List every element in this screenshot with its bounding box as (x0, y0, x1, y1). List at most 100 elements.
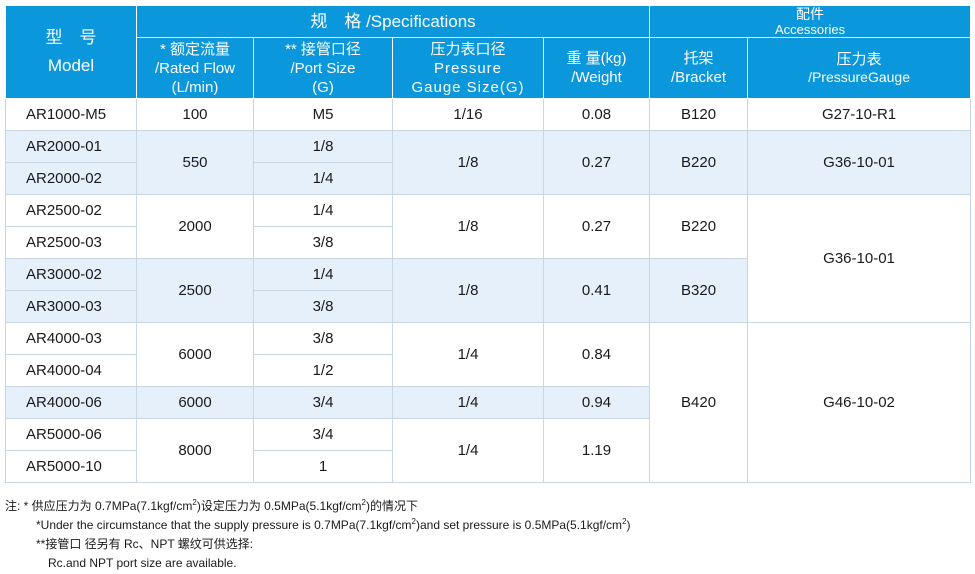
header-bracket-cn: 托架 (683, 50, 714, 67)
note1-cn-sup-b: 2 (361, 498, 366, 507)
port-cell: 3/4 (253, 386, 393, 419)
header-model-en: Model (47, 56, 95, 75)
weight-cell: 0.41 (542, 258, 651, 323)
note1-en-sup-a: 2 (411, 517, 416, 526)
header-port-size: ** 接管口径 /Port Size (G) (253, 37, 393, 99)
note1-cn-part-c: )的情况下 (366, 499, 418, 513)
header-weight: 重 量(kg) /Weight (542, 37, 651, 99)
weight-cell: 0.27 (542, 130, 651, 195)
weight-cell: 1.19 (542, 418, 651, 483)
bracket-cell: B220 (649, 194, 749, 259)
header-accessories: 配件 Accessories (649, 5, 972, 38)
model-cell: AR4000-03 (5, 322, 137, 355)
specifications-table: 型 号 Model 规 格 /Specifications 配件 Accesso… (5, 5, 972, 483)
gauge-size-cell: 1/8 (392, 130, 544, 195)
bracket-cell: B320 (649, 258, 749, 323)
gauge-size-cell: 1/4 (392, 322, 544, 387)
port-cell: 1 (253, 450, 393, 483)
header-bracket-en: /Bracket (671, 69, 727, 86)
pressure-gauge-cell: G27-10-R1 (747, 98, 972, 131)
gauge-size-cell: 1/4 (392, 418, 544, 483)
header-weight-cn: 重 量(kg) (566, 50, 627, 67)
pressure-gauge-cell: G46-10-02 (747, 322, 972, 483)
port-cell: 3/8 (253, 226, 393, 259)
flow-cell: 8000 (136, 418, 254, 483)
table-row: AR2500-02 2000 1/4 1/8 0.27 B220 G36-10-… (5, 194, 972, 323)
gauge-size-cell: 1/8 (392, 258, 544, 323)
header-model-cn: 型 号 (45, 28, 97, 47)
note1-en-part-b: )and set pressure is 0.5MPa(5.1kgf/cm (415, 518, 623, 532)
table-row: AR2000-01 550 1/8 1/8 0.27 B220 G36-10-0… (5, 130, 972, 195)
note-line-cn-1: 注: * 供应压力为 0.7MPa(7.1kgf/cm2)设定压力为 0.5MP… (5, 497, 970, 516)
note1-cn-sup-a: 2 (192, 498, 197, 507)
weight-cell: 0.27 (542, 194, 651, 259)
header-specifications: 规 格 /Specifications (135, 5, 651, 38)
model-cell: AR5000-10 (5, 450, 137, 483)
flow-cell: 100 (136, 98, 254, 131)
header-flow-en: /Rated Flow (154, 59, 236, 77)
model-cell: AR4000-06 (5, 386, 137, 419)
model-cell: AR4000-04 (5, 354, 137, 387)
header-pgauge-cn: 压力表 (836, 51, 882, 68)
flow-cell: 6000 (136, 386, 254, 419)
footnotes: 注: * 供应压力为 0.7MPa(7.1kgf/cm2)设定压力为 0.5MP… (5, 497, 970, 573)
note1-cn-part-b: )设定压力为 0.5MPa(5.1kgf/cm (196, 499, 362, 513)
flow-cell: 550 (136, 130, 254, 195)
port-cell: 1/8 (253, 130, 393, 163)
port-cell: 1/4 (253, 162, 393, 195)
header-port-en: /Port Size (290, 59, 356, 77)
header-gauge-en1: Pressure (433, 59, 503, 77)
gauge-size-cell: 1/4 (392, 386, 544, 419)
weight-cell: 0.08 (542, 98, 651, 131)
weight-cell: 0.94 (542, 386, 651, 419)
model-cell: AR2500-03 (5, 226, 137, 259)
header-rated-flow: * 额定流量 /Rated Flow (L/min) (136, 37, 254, 99)
gauge-size-cell: 1/16 (392, 98, 544, 131)
table-row: AR5000-06 8000 3/4 1/4 1.19 (5, 418, 971, 483)
port-cell: M5 (253, 98, 393, 131)
header-weight-en: /Weight (571, 69, 622, 86)
header-port-unit: (G) (312, 78, 334, 96)
note-line-cn-2: **接管口 径另有 Rc、NPT 螺纹可供选择: (36, 537, 254, 551)
flow-cell: 2500 (136, 258, 254, 323)
header-gauge-cn: 压力表口径 (430, 40, 506, 58)
note-line-en-1: *Under the circumstance that the supply … (5, 516, 970, 535)
note1-cn-part-a: * 供应压力为 0.7MPa(7.1kgf/cm (20, 499, 193, 513)
flow-cell: 2000 (136, 194, 254, 259)
model-cell: AR2000-02 (5, 162, 137, 195)
header-gauge-size: 压力表口径 Pressure Gauge Size(G) (392, 37, 544, 99)
bracket-cell: B120 (649, 98, 749, 131)
port-cell: 3/8 (253, 322, 393, 355)
header-accessories-en: Accessories (775, 22, 846, 37)
model-cell: AR2500-02 (5, 194, 137, 227)
port-cell: 1/2 (253, 354, 393, 387)
table-row: AR4000-03 6000 3/8 1/4 0.84 B420 G46-10-… (5, 322, 972, 483)
model-cell: AR3000-03 (5, 290, 137, 323)
port-cell: 1/4 (253, 194, 393, 227)
note1-en-part-a: *Under the circumstance that the supply … (36, 518, 412, 532)
port-cell: 1/4 (253, 258, 393, 291)
model-cell: AR2000-01 (5, 130, 137, 163)
note1-en-part-c: ) (626, 518, 631, 532)
port-cell: 3/4 (253, 418, 393, 451)
header-gauge-en2: Gauge Size(G) (411, 78, 525, 96)
model-cell: AR1000-M5 (5, 98, 137, 131)
pressure-gauge-cell: G36-10-01 (747, 194, 972, 323)
header-port-cn: ** 接管口径 (285, 40, 361, 58)
note1-en-sup-b: 2 (622, 517, 627, 526)
bracket-cell: B220 (649, 130, 749, 195)
note-line-en-2: Rc.and NPT port size are available. (48, 556, 237, 570)
header-bracket: 托架 /Bracket (649, 37, 749, 99)
flow-cell: 6000 (136, 322, 254, 387)
header-flow-unit: (L/min) (171, 78, 219, 96)
pressure-gauge-cell: G36-10-01 (747, 130, 972, 195)
header-accessories-cn: 配件 (796, 6, 825, 23)
header-pressure-gauge: 压力表 /PressureGauge (747, 37, 972, 99)
gauge-size-cell: 1/8 (392, 194, 544, 259)
note-label: 注: (5, 499, 21, 513)
header-flow-cn: * 额定流量 (159, 40, 230, 58)
port-cell: 3/8 (253, 290, 393, 323)
bracket-cell: B420 (649, 322, 749, 483)
model-cell: AR5000-06 (5, 418, 137, 451)
weight-cell: 0.84 (542, 322, 651, 387)
